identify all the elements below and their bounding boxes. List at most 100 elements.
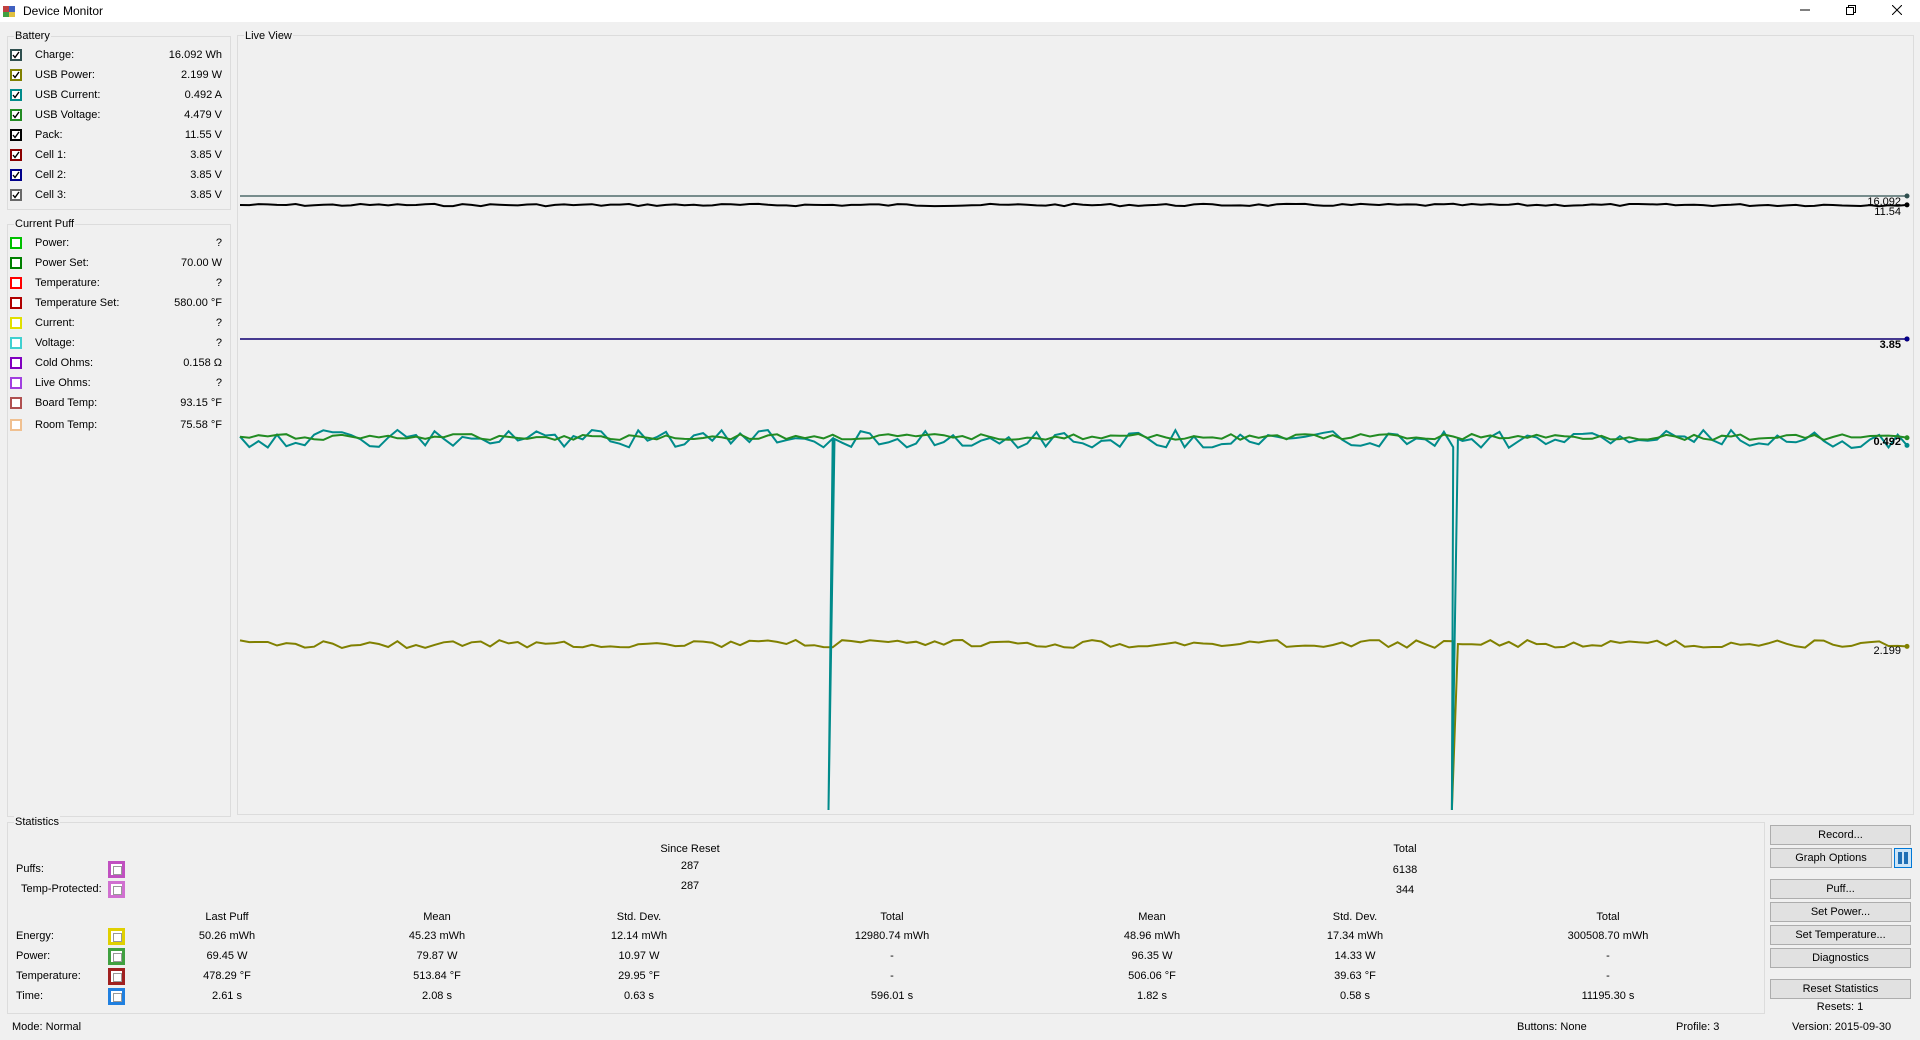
statistics-group: Statistics [7, 816, 1765, 1014]
stat-cell: 596.01 s [870, 990, 914, 1002]
minimize-icon [1800, 9, 1810, 11]
stat-col-header: Total [1596, 911, 1620, 923]
stat-cell: - [890, 970, 894, 982]
stat-cell: 506.06 °F [1128, 970, 1176, 982]
puff-label: Voltage: [35, 337, 75, 349]
series-line-pack [239, 202, 1908, 208]
record-button[interactable]: Record... [1770, 825, 1911, 845]
temp-protected-color-swatch[interactable] [108, 881, 125, 898]
battery-cell-2-checkbox[interactable] [10, 169, 22, 181]
total-header: Total [1393, 843, 1417, 855]
close-icon [1891, 4, 1903, 16]
stat-cell: - [890, 950, 894, 962]
puffs-total: 6138 [1392, 864, 1418, 876]
series-end-point-usb-power [1904, 643, 1910, 649]
battery-charge-checkbox[interactable] [10, 49, 22, 61]
checkmark-icon [12, 191, 20, 199]
battery-value: 3.85 V [190, 169, 222, 181]
puff-live-ohms-checkbox[interactable] [10, 377, 22, 389]
puff-temperature-set-checkbox[interactable] [10, 297, 22, 309]
close-button[interactable] [1874, 0, 1920, 22]
stat-cell: 12.14 mWh [610, 930, 668, 942]
puff-voltage-checkbox[interactable] [10, 337, 22, 349]
stat-col-header: Std. Dev. [1332, 911, 1378, 923]
puff-temperature-checkbox[interactable] [10, 277, 22, 289]
diagnostics-button[interactable]: Diagnostics [1770, 948, 1911, 968]
puff-room-temp-checkbox[interactable] [10, 419, 22, 431]
set-temperature-button[interactable]: Set Temperature... [1770, 925, 1911, 945]
puff-current-checkbox[interactable] [10, 317, 22, 329]
series-line-usb-current [239, 428, 1908, 811]
battery-label: Pack: [35, 129, 63, 141]
puff-value: ? [215, 377, 222, 389]
battery-value: 0.492 A [184, 89, 222, 101]
stat-cell: 0.63 s [624, 990, 654, 1002]
puff-power-set-checkbox[interactable] [10, 257, 22, 269]
battery-pack-checkbox[interactable] [10, 129, 22, 141]
puff-row-voltage: Voltage:? [10, 335, 224, 353]
battery-cell-1-checkbox[interactable] [10, 149, 22, 161]
battery-label: USB Current: [35, 89, 101, 101]
stat-power-color-swatch[interactable] [108, 948, 125, 965]
puff-row-room-temp: Room Temp: 75.58 °F [10, 417, 224, 435]
puff-power-checkbox[interactable] [10, 237, 22, 249]
pause-toggle-button[interactable] [1894, 848, 1912, 868]
puffs-label: Puffs: [16, 863, 44, 875]
stat-cell: 79.87 W [416, 950, 458, 962]
stat-energy-color-swatch[interactable] [108, 928, 125, 945]
app-icon [3, 6, 15, 17]
puff-row-temperature-set: Temperature Set: 580.00 °F [10, 295, 224, 313]
checkmark-icon [12, 91, 20, 99]
puff-value: 0.158 Ω [183, 357, 222, 369]
battery-usb-voltage-checkbox[interactable] [10, 109, 22, 121]
series-line-usb-power [239, 638, 1908, 811]
puffs-since-reset: 287 [680, 860, 700, 872]
series-end-point-usb-current [1904, 442, 1910, 448]
since-reset-header: Since Reset [660, 843, 720, 855]
stat-temperature-color-swatch[interactable] [108, 968, 125, 985]
puffs-color-swatch[interactable] [108, 861, 125, 878]
battery-usb-power-checkbox[interactable] [10, 69, 22, 81]
set-power-button[interactable]: Set Power... [1770, 902, 1911, 922]
graph-options-button[interactable]: Graph Options [1770, 848, 1892, 868]
puff-cold-ohms-checkbox[interactable] [10, 357, 22, 369]
checkmark-icon [12, 111, 20, 119]
stat-cell: 513.84 °F [413, 970, 461, 982]
stat-col-header: Std. Dev. [616, 911, 662, 923]
stat-col-header: Total [880, 911, 904, 923]
puff-board-temp-checkbox[interactable] [10, 397, 22, 409]
battery-value: 4.479 V [184, 109, 222, 121]
reset-statistics-button[interactable]: Reset Statistics [1770, 979, 1911, 999]
puff-value: 70.00 W [181, 257, 222, 269]
status-profile: Profile: 3 [1676, 1021, 1720, 1033]
checkmark-icon [12, 51, 20, 59]
battery-group-title: Battery [14, 30, 51, 42]
puff-row-board-temp: Board Temp: 93.15 °F [10, 395, 224, 413]
puff-value: 580.00 °F [174, 297, 222, 309]
puff-row-live-ohms: Live Ohms:? [10, 375, 224, 393]
stat-row-label: Temperature: [16, 970, 81, 982]
puff-value: ? [215, 337, 222, 349]
resets-count: Resets: 1 [1816, 1001, 1864, 1013]
battery-row-cell-1: Cell 1: 3.85 V [10, 147, 224, 165]
end-label-charge: 16.092 [1867, 196, 1901, 208]
battery-label: Cell 3: [35, 189, 67, 201]
stat-cell: 11195.30 s [1581, 990, 1635, 1002]
puff-label: Power Set: [35, 257, 89, 269]
stat-col-header: Mean [1138, 911, 1166, 923]
battery-usb-current-checkbox[interactable] [10, 89, 22, 101]
end-label-usb-current: 0.492 [1873, 436, 1901, 448]
puff-button[interactable]: Puff... [1770, 879, 1911, 899]
end-label-cells: 3.85 [1880, 339, 1901, 351]
minimize-button[interactable] [1782, 0, 1828, 22]
battery-label: Charge: [35, 49, 75, 61]
battery-cell-3-checkbox[interactable] [10, 189, 22, 201]
stat-cell: 48.96 mWh [1123, 930, 1181, 942]
restore-button[interactable] [1828, 0, 1874, 22]
temp-protected-label: Temp-Protected: [21, 883, 102, 895]
checkmark-icon [12, 151, 20, 159]
stat-cell: 50.26 mWh [198, 930, 256, 942]
stat-row-label: Energy: [16, 930, 54, 942]
stat-time-color-swatch[interactable] [108, 988, 125, 1005]
